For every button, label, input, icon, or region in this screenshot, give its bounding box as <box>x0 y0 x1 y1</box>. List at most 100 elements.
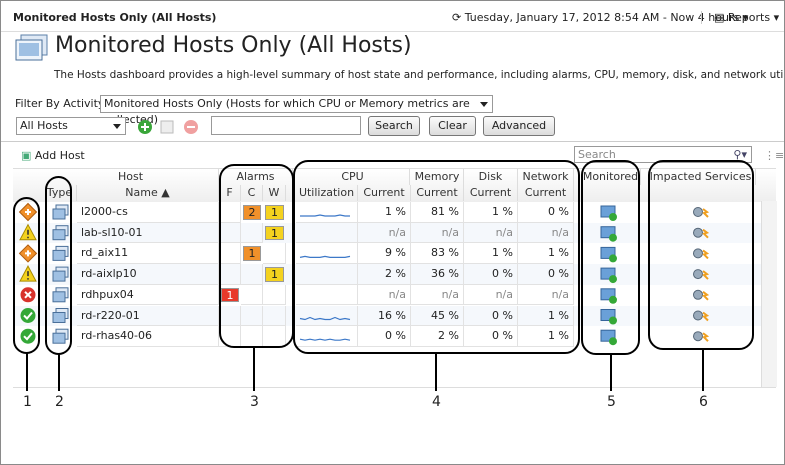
add-host-text[interactable]: Add Host <box>34 149 85 162</box>
alarm-count <box>219 243 241 265</box>
host-name[interactable]: rd-aixlp10 <box>77 264 219 285</box>
advanced-button[interactable]: Advanced <box>483 116 555 136</box>
icon-shape <box>52 291 66 303</box>
alarm-count <box>263 243 286 265</box>
host-name[interactable]: rdhpux04 <box>77 284 219 306</box>
cpu-utilization <box>296 305 358 327</box>
monitored-icon <box>600 267 617 284</box>
group-header[interactable]: Disk <box>464 169 518 185</box>
icon-shape <box>52 332 66 344</box>
sub-header[interactable]: Utilization <box>296 185 358 201</box>
filter-select[interactable]: Monitored Hosts Only (Hosts for which CP… <box>100 95 493 126</box>
alarm-count <box>219 305 241 327</box>
breadcrumb-title: Monitored Hosts Only (All Hosts) <box>13 11 217 24</box>
sub-header[interactable]: Current <box>411 185 464 201</box>
table-search[interactable]: Search ⚲▾ <box>574 146 752 163</box>
metric-value: 9 % <box>358 243 411 265</box>
action-icons[interactable] <box>136 118 202 136</box>
reports-text[interactable]: Reports <box>727 11 771 24</box>
alarm-count: 1 <box>221 287 239 303</box>
sub-header[interactable]: F <box>219 185 241 201</box>
metric-value: 0 % <box>358 326 411 347</box>
alarm-count <box>241 305 263 327</box>
host-name[interactable]: rd-r220-01 <box>77 305 219 327</box>
monitored-icon <box>600 246 617 263</box>
sub-header[interactable]: Name ▲ <box>77 185 219 201</box>
time-range[interactable]: ⟳ Tuesday, January 17, 2012 8:54 AM - No… <box>452 11 749 24</box>
group-header[interactable]: Network <box>518 169 574 185</box>
alarm-count <box>263 305 286 327</box>
alarm-count <box>241 284 263 306</box>
cpu-utilization <box>296 264 358 285</box>
row-background <box>13 305 761 327</box>
cpu-utilization <box>296 222 358 244</box>
status-icon <box>20 308 36 323</box>
alarm-count <box>219 222 241 244</box>
monitored-icon <box>600 309 617 325</box>
group-header[interactable]: Memory <box>411 169 464 185</box>
metric-value: 2 % <box>358 264 411 285</box>
sub-header[interactable]: Type <box>43 185 77 201</box>
impacted-services-icon <box>693 269 710 280</box>
callout-number: 1 <box>23 394 32 410</box>
host-name[interactable]: l2000-cs <box>77 202 219 223</box>
host-name[interactable]: rd-rhas40-06 <box>77 326 219 347</box>
sparkline <box>299 338 351 341</box>
search-button[interactable]: Search <box>368 116 420 136</box>
icon-shape <box>52 208 66 220</box>
icon-shape <box>693 289 703 300</box>
metric-value: 1 % <box>518 243 574 265</box>
icon-glyph <box>23 311 33 320</box>
reports-menu[interactable]: ▤ Reports ▾ <box>701 11 779 24</box>
host-name[interactable]: lab-sl10-01 <box>77 222 219 244</box>
icon-shape <box>52 312 66 323</box>
time-range-text[interactable]: Tuesday, January 17, 2012 8:54 AM - Now … <box>464 11 740 24</box>
callout-number: 6 <box>699 394 708 410</box>
callout-outline <box>648 160 754 350</box>
add-host[interactable]: ▣ Add Host <box>21 149 85 162</box>
sub-header[interactable]: W <box>263 185 286 201</box>
icon-glyph <box>702 208 710 218</box>
sub-header[interactable]: Current <box>464 185 518 201</box>
group-header[interactable]: Monitored <box>581 169 641 185</box>
alarm-count: 1 <box>265 205 284 220</box>
impacted-services-icon <box>693 310 710 322</box>
scope-select[interactable]: All Hosts <box>16 117 126 135</box>
sub-header[interactable]: Current <box>518 185 574 201</box>
metric-value: n/a <box>464 222 518 244</box>
icon-shape <box>693 269 703 280</box>
impacted-services-icon <box>693 227 710 239</box>
metric-value: 0 % <box>518 202 574 223</box>
scrollbar[interactable] <box>761 201 777 387</box>
icon-shape <box>600 329 616 342</box>
icon-glyph <box>702 332 710 342</box>
sub-header[interactable]: Current <box>358 185 411 201</box>
group-header[interactable]: CPU <box>296 169 410 185</box>
icon-glyph <box>702 270 710 280</box>
icon-shape <box>20 308 36 323</box>
metric-value: 83 % <box>411 243 464 265</box>
callout-outline <box>45 176 72 355</box>
icon-shape <box>693 310 703 321</box>
page-icon <box>15 34 48 61</box>
icon-shape <box>693 207 703 217</box>
metric-value: 1 % <box>518 305 574 327</box>
row-background <box>13 284 761 306</box>
icon-glyph <box>25 209 31 215</box>
host-type-icon <box>52 328 69 344</box>
callout-number: 2 <box>55 394 64 410</box>
metric-value: 36 % <box>411 264 464 285</box>
column-menu[interactable]: ⋮≡ <box>764 149 785 162</box>
clear-button[interactable]: Clear <box>429 116 476 136</box>
icon-shape <box>609 275 617 284</box>
host-name[interactable]: rd_aix11 <box>77 243 219 265</box>
metric-value: 0 % <box>464 264 518 285</box>
metric-value: 1 % <box>358 202 411 223</box>
search-input[interactable] <box>211 116 361 135</box>
group-header[interactable]: Impacted Services <box>646 169 756 185</box>
alarm-count: 1 <box>265 225 284 241</box>
sub-header[interactable]: C <box>241 185 263 201</box>
group-header[interactable]: Host <box>43 169 219 185</box>
